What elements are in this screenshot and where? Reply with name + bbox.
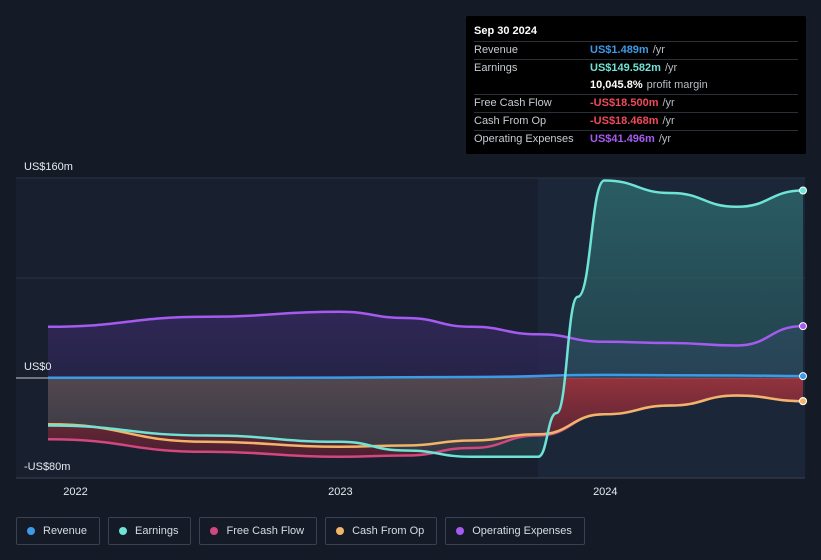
tooltip-row: Operating Expenses US$41.496m/yr: [474, 130, 798, 148]
tooltip-row: Cash From Op -US$18.468m/yr: [474, 112, 798, 130]
revenue-line: [48, 373, 804, 380]
x-axis-tick-label: 2024: [593, 486, 617, 498]
legend-label: Free Cash Flow: [226, 525, 305, 537]
legend-item-earnings[interactable]: Earnings: [108, 517, 192, 545]
legend-item-free-cash-flow[interactable]: Free Cash Flow: [199, 517, 318, 545]
legend-label: Operating Expenses: [472, 525, 572, 537]
tooltip-unit: /yr: [652, 44, 665, 56]
earnings-line: [47, 179, 804, 459]
legend-label: Earnings: [135, 525, 179, 537]
x-axis-tick-label: 2022: [63, 486, 87, 498]
legend-dot-icon: [27, 527, 35, 535]
tooltip-row: 10,045.8% profit margin: [474, 77, 798, 94]
tooltip-value: -US$18.500m: [590, 97, 659, 109]
earnings-area: [48, 180, 803, 457]
legend-item-revenue[interactable]: Revenue: [16, 517, 101, 545]
legend-label: Cash From Op: [352, 525, 425, 537]
tooltip-unit: /yr: [662, 97, 675, 109]
tooltip-unit: /yr: [664, 62, 678, 74]
legend-label: Revenue: [43, 525, 88, 537]
chart-legend: Revenue Earnings Free Cash Flow Cash From O…: [16, 517, 593, 545]
tooltip-row: Earnings US$149.582m/yr: [474, 59, 798, 77]
legend-item-operating-expenses[interactable]: Operating Expenses: [445, 517, 585, 545]
tooltip-label: Revenue: [474, 44, 519, 56]
tooltip-value: -US$18.468m: [590, 115, 659, 127]
operating-expenses-line: [47, 310, 804, 347]
legend-dot-icon: [210, 527, 219, 535]
chart-area: US$160m US$0 -US$80m 2022 2023 2024: [16, 161, 807, 498]
tooltip-value: 10,045.8%: [590, 79, 643, 91]
tooltip-date: Sep 30 2024: [474, 25, 537, 37]
tooltip-label: [474, 77, 590, 94]
tooltip-row: Revenue US$1.489m/yr: [474, 41, 798, 59]
tooltip-value: US$149.582m: [590, 62, 661, 74]
revenue-end-marker: [799, 372, 807, 381]
tooltip-unit: profit margin: [646, 79, 708, 91]
data-tooltip: Sep 30 2024 Revenue US$1.489m/yr Earnings U…: [466, 16, 806, 154]
y-axis-tick-label: US$0: [24, 361, 52, 373]
legend-dot-icon: [119, 527, 128, 535]
tooltip-row: Free Cash Flow -US$18.500m/yr: [474, 94, 798, 112]
legend-dot-icon: [456, 527, 465, 535]
operating-expenses-end-marker: [799, 322, 807, 331]
earnings-end-marker: [799, 186, 807, 195]
x-axis-tick-label: 2023: [328, 486, 352, 498]
tooltip-value: US$41.496m: [590, 133, 655, 145]
tooltip-value: US$1.489m: [590, 44, 649, 56]
y-axis-tick-label: -US$80m: [24, 461, 70, 473]
cash-from-op-end-marker: [799, 397, 807, 406]
tooltip-label: Cash From Op: [474, 115, 547, 127]
legend-item-cash-from-op[interactable]: Cash From Op: [325, 517, 438, 545]
tooltip-label: Free Cash Flow: [474, 97, 552, 109]
y-axis-tick-label: US$160m: [24, 161, 73, 173]
tooltip-unit: /yr: [658, 133, 672, 145]
legend-dot-icon: [336, 527, 345, 535]
tooltip-label: Earnings: [474, 62, 518, 74]
tooltip-unit: /yr: [662, 115, 675, 127]
cash-from-op-line: [47, 394, 804, 449]
tooltip-label: Operating Expenses: [474, 133, 574, 145]
